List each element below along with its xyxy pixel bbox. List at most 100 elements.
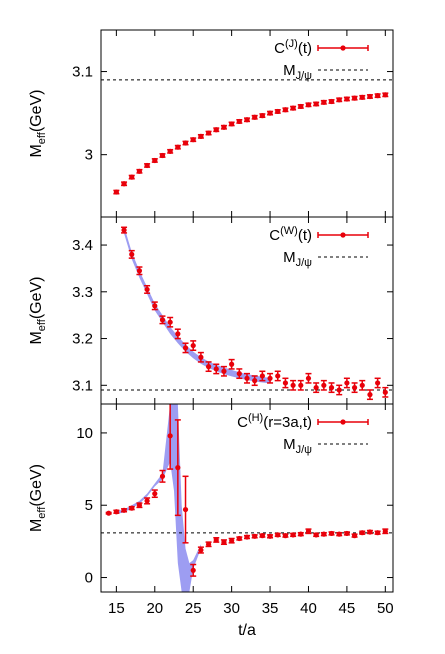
data-marker	[344, 530, 350, 537]
data-marker	[267, 110, 273, 116]
legend-label: C(H)(r=3a,t)	[237, 412, 312, 431]
data-point	[244, 372, 250, 384]
data-point	[382, 386, 389, 398]
y-tick-label: 3.4	[72, 237, 93, 254]
y-axis-title: Meff(GeV)	[28, 276, 48, 344]
data-marker	[290, 382, 296, 388]
data-marker	[167, 148, 173, 154]
data-marker	[190, 342, 196, 349]
data-point	[190, 137, 197, 143]
data-marker	[344, 380, 350, 386]
data-marker	[182, 506, 189, 513]
data-marker	[175, 465, 181, 471]
data-marker	[259, 373, 265, 379]
data-point	[320, 379, 327, 391]
data-point	[313, 532, 320, 538]
data-marker	[236, 118, 242, 125]
data-marker	[367, 93, 373, 100]
data-point	[121, 226, 128, 234]
legend-label: C(W)(t)	[269, 225, 312, 244]
data-marker	[121, 507, 127, 513]
data-point	[366, 529, 373, 535]
data-point	[313, 101, 320, 107]
panel-top: 3 3.1 Meff(GeV) C(J)(t) MJ/ψ	[28, 29, 394, 218]
data-marker	[298, 382, 304, 388]
data-point	[205, 130, 212, 136]
data-point	[351, 533, 358, 539]
data-marker	[198, 547, 204, 553]
data-point	[213, 537, 220, 543]
data-marker	[382, 528, 388, 534]
data-point	[382, 528, 389, 535]
data-marker	[144, 498, 150, 504]
data-marker	[328, 530, 335, 537]
data-marker	[275, 373, 281, 379]
data-point	[197, 546, 204, 554]
data-point	[113, 189, 120, 195]
data-marker	[252, 378, 258, 384]
data-marker	[351, 533, 358, 539]
data-marker	[121, 181, 127, 187]
x-tick-label: 25	[185, 600, 202, 617]
data-marker	[375, 93, 381, 99]
data-marker	[259, 113, 265, 119]
data-point	[190, 563, 197, 577]
fit-band	[124, 226, 271, 384]
data-point	[151, 489, 158, 499]
data-point	[328, 530, 335, 537]
data-marker	[159, 317, 166, 323]
data-point	[313, 382, 320, 394]
data-marker	[221, 368, 227, 374]
data-point	[144, 162, 151, 169]
data-point	[121, 181, 128, 187]
data-point	[213, 363, 220, 375]
legend: C(J)(t) MJ/ψ	[274, 38, 369, 82]
data-point	[236, 118, 243, 125]
data-marker	[229, 361, 235, 367]
plot-area	[101, 404, 393, 592]
data-marker	[136, 502, 143, 508]
data-point	[282, 533, 289, 539]
legend-sample-series	[317, 419, 369, 425]
data-point	[113, 509, 120, 515]
data-point	[290, 105, 297, 111]
y-tick-label: 0	[85, 570, 93, 587]
data-marker	[351, 385, 358, 391]
x-axis-title: t/a	[238, 622, 256, 639]
data-point	[374, 93, 381, 99]
data-marker	[282, 107, 289, 113]
data-point	[274, 108, 281, 115]
data-point	[320, 99, 327, 105]
data-point	[274, 370, 281, 382]
fit-band	[116, 404, 201, 592]
x-tick-label: 45	[339, 600, 356, 617]
data-point	[351, 382, 358, 394]
data-point	[159, 152, 166, 159]
data-marker	[221, 539, 227, 545]
data-marker	[290, 532, 296, 538]
data-point	[205, 361, 212, 373]
data-point	[213, 127, 220, 133]
data-marker	[190, 137, 196, 143]
data-marker	[351, 95, 358, 101]
data-marker	[129, 174, 135, 180]
data-point	[359, 530, 366, 536]
data-point	[220, 539, 227, 546]
data-marker	[198, 133, 204, 139]
data-point	[359, 94, 366, 100]
data-point	[351, 95, 358, 101]
data-point	[167, 316, 174, 328]
data-point	[282, 107, 289, 113]
data-point	[297, 531, 304, 537]
data-point	[136, 168, 143, 174]
y-tick-label: 3	[85, 147, 93, 164]
y-axis-title: Meff(GeV)	[28, 89, 48, 157]
data-point	[336, 97, 343, 103]
data-point	[320, 531, 327, 537]
data-point	[328, 98, 335, 105]
data-point	[297, 103, 304, 110]
data-marker	[321, 99, 327, 105]
legend-label: MJ/ψ	[283, 249, 312, 269]
data-point	[159, 469, 166, 483]
y-tick-label: 3.2	[72, 331, 93, 348]
